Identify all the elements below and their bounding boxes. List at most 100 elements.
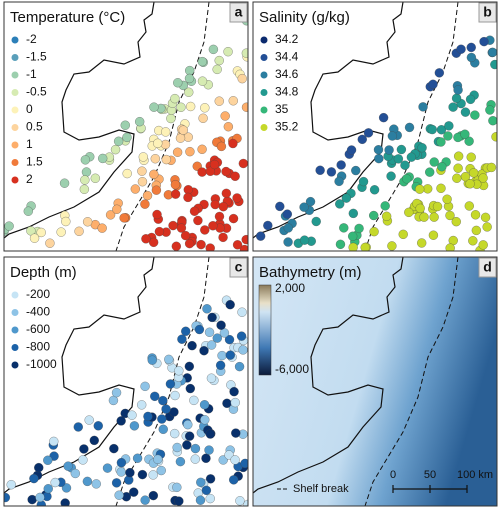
sample-dot bbox=[228, 96, 238, 106]
map-panel: Salinity (g/kg) b 34.2 34.4 34.6 34.8 35 35.2 bbox=[252, 1, 498, 252]
sample-dot bbox=[105, 210, 116, 220]
sample-dot bbox=[442, 194, 452, 204]
sample-dot bbox=[61, 483, 72, 493]
panel-frame bbox=[3, 256, 249, 507]
sample-dot bbox=[373, 145, 384, 155]
scale-bar bbox=[392, 485, 468, 493]
sample-dot bbox=[232, 193, 242, 203]
sample-dot bbox=[339, 223, 349, 233]
sample-dot bbox=[125, 467, 135, 478]
sample-dot bbox=[465, 179, 475, 189]
bathymetry bbox=[253, 257, 497, 506]
sample-dot bbox=[378, 112, 389, 123]
legend-swatch bbox=[260, 36, 268, 44]
sample-dot bbox=[205, 243, 215, 251]
sample-dot bbox=[116, 416, 126, 426]
sample-dot bbox=[404, 122, 415, 133]
sample-dot bbox=[209, 159, 220, 170]
sample-dot bbox=[197, 56, 207, 67]
sample-dot bbox=[236, 331, 247, 341]
sample-dot bbox=[429, 212, 439, 222]
legend-label: 1.5 bbox=[26, 155, 43, 169]
legend-label: -1000 bbox=[26, 357, 57, 371]
panel-frame bbox=[252, 256, 498, 507]
legend-label: 34.4 bbox=[275, 50, 299, 64]
sample-dot bbox=[205, 166, 215, 176]
sample-dot bbox=[137, 166, 147, 176]
sample-dot bbox=[153, 454, 163, 464]
shelf-break bbox=[364, 257, 459, 506]
sample-dot bbox=[184, 73, 195, 84]
sample-dot bbox=[59, 178, 70, 188]
sample-dot bbox=[448, 102, 458, 112]
sample-dot bbox=[221, 166, 231, 177]
sample-dot bbox=[114, 490, 124, 500]
sample-dot bbox=[112, 204, 122, 214]
sample-dot bbox=[225, 350, 235, 360]
sample-dot bbox=[369, 185, 380, 195]
sample-dot bbox=[81, 167, 92, 177]
legend-swatch bbox=[260, 54, 268, 61]
legend-swatch bbox=[260, 106, 268, 114]
sample-dot bbox=[119, 213, 129, 223]
sample-dot bbox=[369, 210, 379, 221]
sample-dot bbox=[79, 444, 89, 454]
sample-dot bbox=[80, 175, 90, 185]
sample-dot bbox=[425, 167, 435, 177]
sample-dot bbox=[148, 470, 158, 480]
sample-dot bbox=[193, 215, 203, 226]
sample-dot bbox=[216, 320, 226, 330]
sample-dot bbox=[469, 168, 479, 178]
sample-dot bbox=[214, 55, 224, 66]
sample-dot bbox=[326, 167, 337, 177]
sample-dot bbox=[212, 64, 222, 75]
scale-label: 0 bbox=[390, 469, 396, 481]
sample-dot bbox=[143, 411, 153, 422]
scale-label: 100 km bbox=[457, 469, 493, 481]
letter-box bbox=[229, 2, 248, 23]
sample-dot bbox=[206, 340, 217, 350]
sample-dot bbox=[78, 455, 88, 465]
coastline bbox=[4, 2, 155, 239]
sample-dot bbox=[196, 239, 206, 250]
sample-dot bbox=[351, 165, 361, 176]
sample-dot bbox=[429, 157, 439, 167]
sample-dot bbox=[460, 172, 471, 182]
sample-dot bbox=[185, 101, 196, 112]
sample-dot bbox=[482, 222, 492, 232]
sample-dot bbox=[229, 475, 239, 485]
sample-dot bbox=[183, 420, 193, 430]
sample-dot bbox=[80, 155, 91, 165]
sample-dot bbox=[110, 144, 121, 155]
sample-dot bbox=[485, 105, 495, 115]
sample-dot bbox=[170, 428, 180, 439]
sample-dot bbox=[90, 173, 100, 183]
sample-dot bbox=[456, 44, 466, 54]
sample-dot bbox=[239, 244, 248, 251]
legend-label: 0 bbox=[26, 102, 33, 116]
legend-swatch bbox=[11, 344, 19, 351]
sample-dot bbox=[148, 490, 158, 501]
sample-dot bbox=[470, 210, 481, 220]
sample-dot bbox=[228, 213, 239, 224]
panel-letter: a bbox=[235, 4, 243, 20]
sample-dot bbox=[229, 387, 239, 397]
legend-swatch bbox=[11, 361, 19, 369]
sample-dot bbox=[417, 238, 427, 248]
sample-dot bbox=[444, 121, 454, 131]
sample-dot bbox=[102, 463, 113, 473]
panel-title: Temperature (°C) bbox=[10, 9, 125, 26]
sample-dot bbox=[150, 154, 160, 164]
sample-dot bbox=[120, 120, 130, 130]
sample-dot bbox=[221, 188, 232, 198]
colorbar-max: 2,000 bbox=[275, 281, 305, 295]
sample-dot bbox=[43, 455, 53, 465]
legend-swatch bbox=[11, 141, 19, 149]
sample-dot bbox=[223, 47, 233, 57]
sample-dot bbox=[466, 52, 477, 63]
sample-dot bbox=[311, 216, 321, 227]
sample-dot bbox=[200, 103, 210, 113]
sample-dot bbox=[218, 202, 228, 212]
sample-dot bbox=[334, 176, 344, 187]
sample-dot bbox=[141, 234, 151, 244]
